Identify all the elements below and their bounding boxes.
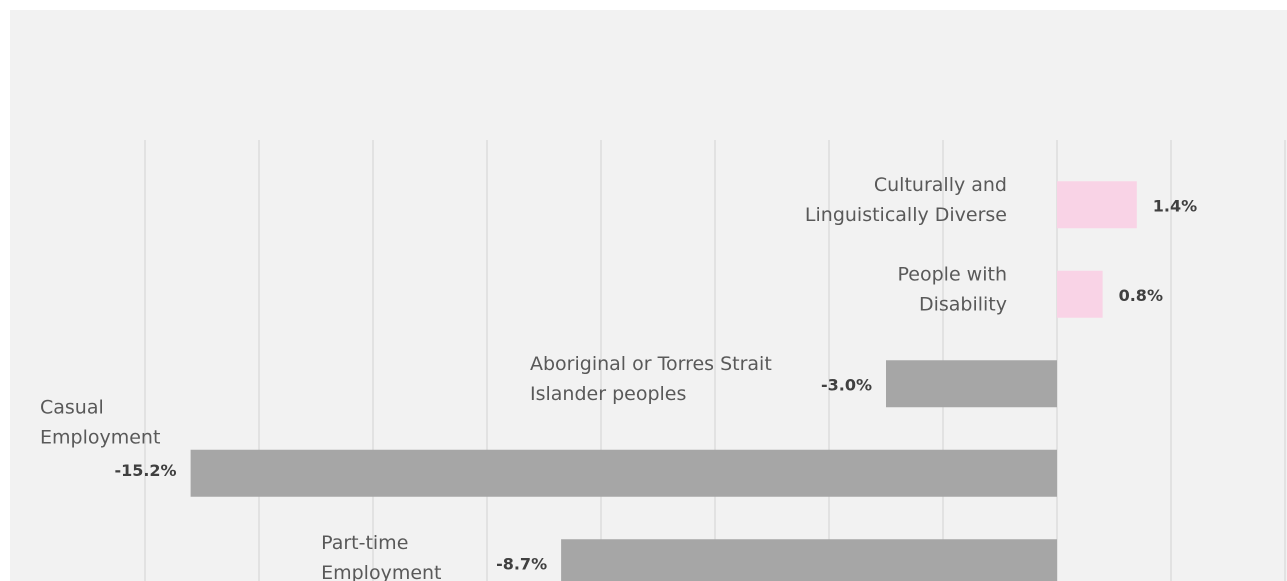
data-label: -15.2% <box>114 461 176 480</box>
chart-area: 1.4% Culturally and Linguistically Diverse… <box>10 10 1287 581</box>
data-label: -3.0% <box>821 375 872 394</box>
bar <box>1057 181 1137 229</box>
bars <box>190 181 1137 581</box>
bar <box>190 449 1058 497</box>
labels: 1.4% Culturally and Linguistically Diverse… <box>40 174 1197 581</box>
category-label: Casual Employment <box>40 396 160 448</box>
category-label: People with Disability <box>898 263 1007 315</box>
category-label: Aboriginal or Torres Strait Islander peop… <box>530 353 772 405</box>
bar <box>561 539 1057 581</box>
category-label: Culturally and Linguistically Diverse <box>805 174 1007 226</box>
bar-chart: 1.4% Culturally and Linguistically Diverse… <box>40 140 1286 581</box>
data-label: -8.7% <box>496 554 547 573</box>
category-label: Part-time Employment <box>321 532 441 581</box>
data-label: 1.4% <box>1153 196 1197 215</box>
data-label: 0.8% <box>1119 286 1163 305</box>
bar <box>886 360 1057 408</box>
bar <box>1057 270 1103 318</box>
